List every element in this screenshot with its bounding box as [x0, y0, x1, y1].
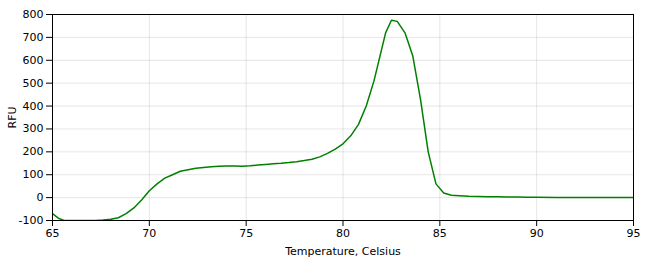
svg-text:65: 65: [46, 227, 60, 240]
svg-text:-100: -100: [19, 214, 44, 227]
svg-text:75: 75: [239, 227, 253, 240]
svg-text:Temperature, Celsius: Temperature, Celsius: [284, 245, 401, 258]
svg-text:90: 90: [530, 227, 544, 240]
svg-text:700: 700: [23, 31, 44, 44]
svg-text:100: 100: [23, 168, 44, 181]
svg-text:RFU: RFU: [6, 106, 19, 128]
svg-text:800: 800: [23, 8, 44, 21]
svg-text:300: 300: [23, 122, 44, 135]
svg-text:0: 0: [37, 191, 44, 204]
svg-text:85: 85: [433, 227, 447, 240]
svg-text:400: 400: [23, 100, 44, 113]
svg-text:80: 80: [336, 227, 350, 240]
svg-text:70: 70: [142, 227, 156, 240]
svg-text:500: 500: [23, 77, 44, 90]
svg-text:95: 95: [627, 227, 641, 240]
svg-text:600: 600: [23, 54, 44, 67]
svg-text:200: 200: [23, 145, 44, 158]
